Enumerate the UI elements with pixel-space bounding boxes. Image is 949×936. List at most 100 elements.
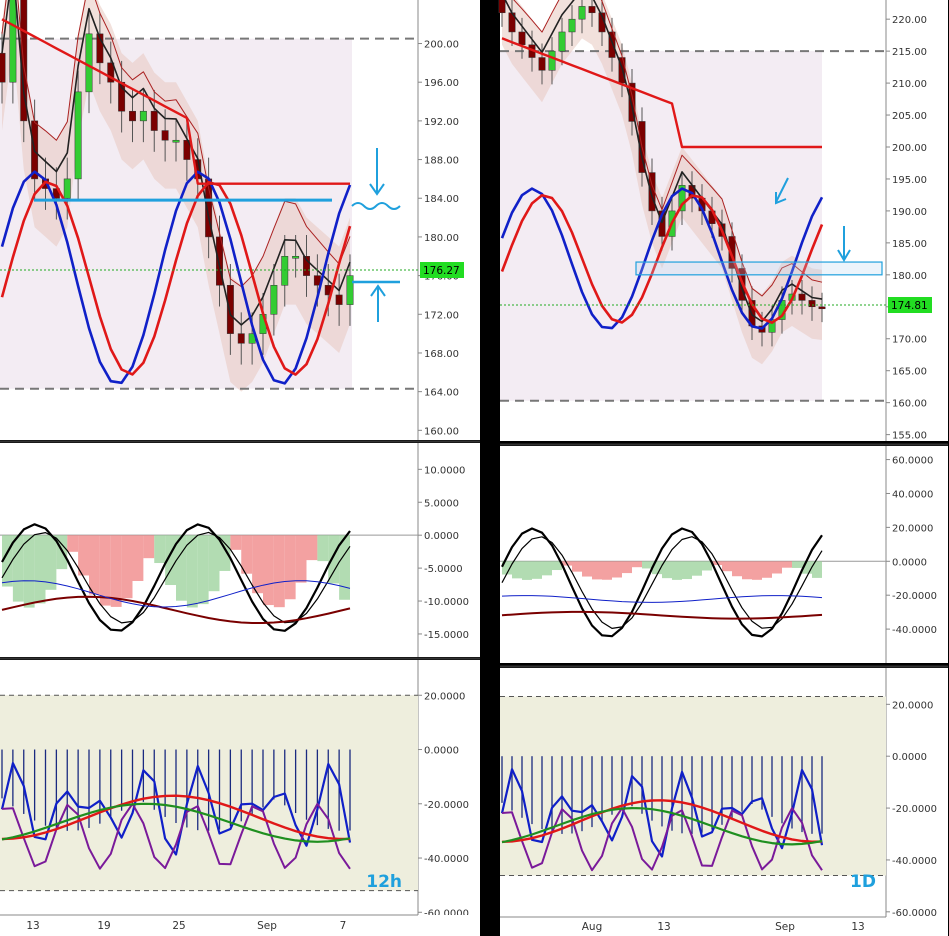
y-tick-label: 170.00 <box>892 335 927 346</box>
candle-body <box>270 285 278 315</box>
y-tick-label: 0.0000 <box>892 752 927 763</box>
candle-body <box>568 18 576 33</box>
price-tag <box>420 262 464 278</box>
pane-background <box>500 446 948 663</box>
y-tick-label: 168.00 <box>424 349 459 360</box>
histogram-bar <box>306 535 318 561</box>
histogram-bar <box>110 535 122 607</box>
y-tick-label: 20.0000 <box>424 691 465 702</box>
x-tick-label: Sep <box>775 921 795 933</box>
down-arrow-icon <box>369 148 385 196</box>
candle-body <box>538 57 546 71</box>
y-tick-label: 160.00 <box>424 426 459 437</box>
histogram-bar <box>143 535 155 559</box>
blue-oscillator-line <box>0 761 352 856</box>
y-tick-label: 200.00 <box>424 40 459 51</box>
purple-oscillator-line <box>501 807 823 872</box>
y-tick-label: 0.0000 <box>424 746 459 757</box>
moving-average-line <box>513 0 823 297</box>
candle-body <box>335 294 343 305</box>
histogram-bar <box>572 561 582 572</box>
current-price-label: 176.27 <box>423 265 460 277</box>
histogram-bar <box>512 561 522 579</box>
candle-body <box>798 293 806 301</box>
timeframe-label: 1D <box>850 872 876 892</box>
y-tick-label: 220.00 <box>892 15 927 26</box>
histogram-bar <box>284 535 296 600</box>
histogram-bar <box>67 535 79 552</box>
candle-body <box>578 6 586 20</box>
candle-body <box>303 256 310 276</box>
histogram-bar <box>702 561 712 571</box>
histogram-bar <box>792 561 802 568</box>
y-tick-label: 184.00 <box>424 194 459 205</box>
candle-body <box>107 62 115 83</box>
down-arrow-icon <box>837 226 851 262</box>
histogram-bar <box>241 535 253 574</box>
histogram-bar <box>692 561 702 576</box>
timeframe-label: 12h <box>366 872 402 892</box>
x-tick-label: 25 <box>172 920 185 932</box>
histogram-bar <box>602 561 612 580</box>
histogram-bar <box>802 561 812 574</box>
candle-body <box>237 333 245 344</box>
y-tick-label: 192.00 <box>424 117 459 128</box>
y-tick-label: -20.0000 <box>892 804 937 815</box>
histogram-bar <box>197 535 209 605</box>
histogram-bar <box>812 561 822 578</box>
candle-body <box>548 50 556 71</box>
candle-body <box>628 82 636 122</box>
moving-average-line <box>1 0 351 326</box>
y-tick-label: 0.0000 <box>424 531 459 542</box>
x-tick-label: 19 <box>97 920 110 932</box>
histogram-bar <box>542 561 552 576</box>
y-tick-label: 210.00 <box>892 79 927 90</box>
y-tick-label: 195.00 <box>892 175 927 186</box>
up-arrow-icon <box>370 284 386 322</box>
y-tick-label: 5.0000 <box>424 498 459 509</box>
trend-blue-line <box>1 580 351 608</box>
overbought-zone <box>500 696 886 876</box>
trend-blue-line <box>501 595 823 603</box>
wave-icon <box>351 202 401 210</box>
histogram-bar <box>317 535 329 562</box>
candle-body <box>292 256 300 259</box>
y-tick-label: 60.0000 <box>892 456 933 467</box>
candle-body <box>172 139 180 143</box>
candle-body <box>129 110 136 122</box>
histogram-bar <box>2 535 13 587</box>
y-tick-label: 155.00 <box>892 431 927 442</box>
candle-body <box>139 110 147 122</box>
candle-body <box>74 91 82 180</box>
histogram-bar <box>732 561 742 577</box>
price-tag <box>888 297 932 313</box>
candle-body <box>96 33 104 64</box>
red-signal-line <box>1 794 351 841</box>
histogram-bar <box>682 561 692 580</box>
histogram-bar <box>165 535 176 586</box>
momentum-line <box>1 523 351 632</box>
trend-line <box>501 610 823 620</box>
candle-body <box>818 306 826 310</box>
histogram-bar <box>12 535 24 602</box>
histogram-bar <box>722 561 732 572</box>
y-tick-label: 172.00 <box>424 310 459 321</box>
y-tick-label: 200.00 <box>892 143 927 154</box>
histogram-bar <box>273 535 285 608</box>
histogram-bar <box>632 561 642 568</box>
x-tick-label: 13 <box>851 921 864 933</box>
candle-body <box>728 236 736 269</box>
momentum-line <box>501 527 823 638</box>
histogram-bar <box>662 561 672 579</box>
green-signal-line <box>1 802 351 843</box>
y-tick-label: 196.00 <box>424 78 459 89</box>
x-tick-label: 7 <box>340 920 347 932</box>
histogram-bar <box>295 535 307 583</box>
histogram-bar <box>642 561 652 569</box>
candle-body <box>498 0 506 14</box>
y-tick-label: -40.0000 <box>892 625 937 636</box>
oscillator-red-line <box>500 194 824 325</box>
histogram-bar <box>263 535 274 606</box>
x-axis: Aug 13 Sep 13 <box>500 916 948 936</box>
red-signal-line <box>501 799 823 843</box>
